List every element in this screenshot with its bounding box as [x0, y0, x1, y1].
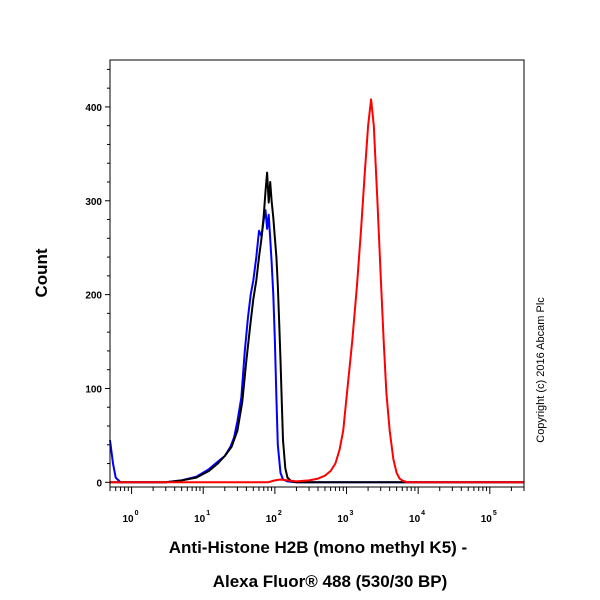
x-axis-title-line2: Alexa Fluor® 488 (530/30 BP) — [213, 572, 448, 591]
plot-frame — [109, 59, 525, 488]
x-tick-label: 10 — [266, 514, 278, 525]
x-tick-label: 10 — [122, 514, 134, 525]
y-tick-label: 0 — [96, 478, 102, 489]
y-tick-label: 400 — [85, 103, 102, 114]
x-tick-exponent: 0 — [135, 510, 139, 517]
x-tick-exponent: 1 — [206, 510, 210, 517]
x-tick-exponent: 2 — [278, 510, 282, 517]
x-tick-label: 10 — [481, 514, 493, 525]
x-tick-exponent: 3 — [350, 510, 354, 517]
copyright-annotation: Copyright (c) 2016 Abcam Plc — [535, 297, 547, 443]
y-tick-label: 200 — [85, 291, 102, 302]
x-tick-exponent: 5 — [493, 510, 497, 517]
y-axis-title: Count — [32, 248, 51, 297]
series-line-3 — [110, 98, 524, 484]
y-tick-label: 300 — [85, 197, 102, 208]
series-line-1 — [109, 209, 524, 484]
x-tick-label: 10 — [337, 514, 349, 525]
x-tick-exponent: 4 — [421, 510, 425, 517]
x-tick-label: 10 — [194, 514, 206, 525]
x-axis-title-line1: Anti-Histone H2B (mono methyl K5) - — [169, 538, 467, 557]
x-tick-label: 10 — [409, 514, 421, 525]
series-line-2 — [110, 171, 524, 484]
y-tick-label: 100 — [85, 384, 102, 395]
series-layer — [109, 98, 524, 484]
y-axis: 0 100 200 300 400 — [85, 68, 110, 489]
